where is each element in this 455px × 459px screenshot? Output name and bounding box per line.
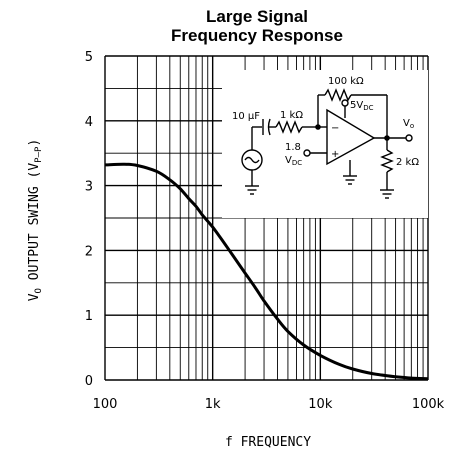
load-resistor-icon [380,149,394,173]
noninverting-sign: + [331,149,339,160]
tick-labels: 0 1 2 3 4 5 100 1k 10k 100k [85,50,445,412]
y-axis-label: VO OUTPUT SWING (VP–P) [27,139,44,302]
x-tick-label: 1k [205,397,221,412]
input-resistor-icon [275,120,303,134]
feedback-resistor-icon [324,88,352,102]
y-tick-label: 0 [85,374,93,389]
input-resistor-label: 1 kΩ [280,110,303,121]
supply-label: 5VDC [350,100,374,112]
x-axis-label: f FREQUENCY [225,435,311,450]
chart-title-line2: Frequency Response [171,26,343,45]
y-tick-label: 2 [85,244,93,259]
x-tick-label: 100 [93,397,118,412]
inset-background [222,70,428,218]
bias-unit-label: VDC [285,155,302,167]
series-line [104,162,429,381]
sine-icon [244,156,260,164]
x-tick-label: 10k [308,397,333,412]
capacitor-label: 10 μF [232,111,260,122]
feedback-resistor-label: 100 kΩ [328,76,364,87]
y-tick-label: 3 [85,180,93,195]
circuit-inset: 10 μF 1 kΩ 100 kΩ 5VDC 1.8 VDC Vo 2 kΩ −… [222,70,428,218]
y-tick-label: 5 [85,50,93,65]
y-tick-label: 4 [85,115,93,130]
inverting-sign: − [331,123,339,134]
opamp-icon [326,108,376,166]
load-resistor-label: 2 kΩ [396,157,419,168]
output-label: Vo [403,118,414,130]
y-tick-label: 1 [85,309,93,324]
bias-label: 1.8 [285,142,301,153]
chart-title-line1: Large Signal [206,7,308,26]
x-tick-label: 100k [412,397,445,412]
